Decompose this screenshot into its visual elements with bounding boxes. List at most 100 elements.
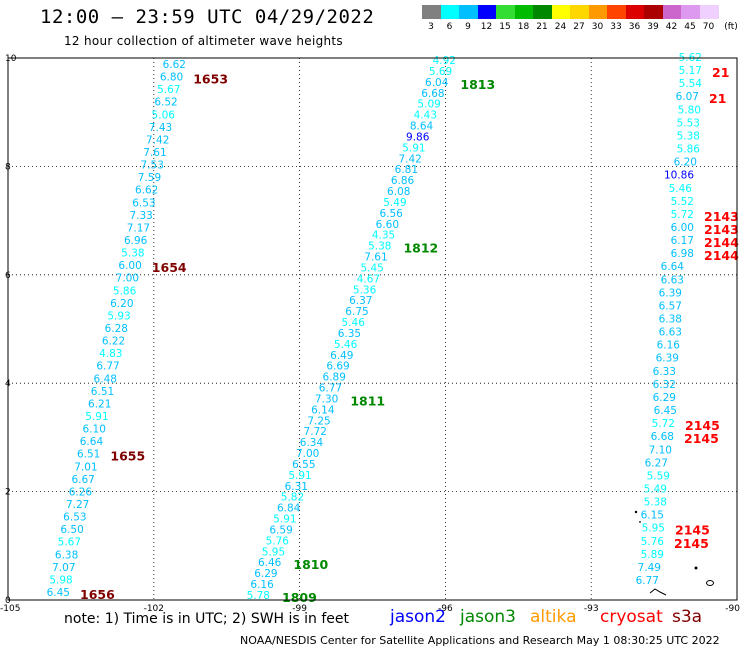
- wave-height-value: 5.06: [152, 109, 176, 121]
- wave-height-value: 5.98: [49, 574, 72, 586]
- colorbar-swatch: [699, 5, 719, 19]
- wave-height-value: 7.10: [649, 444, 672, 456]
- wave-height-value: 5.67: [58, 537, 81, 549]
- pass-time-label: 1812: [403, 241, 438, 256]
- wave-height-value: 6.53: [63, 512, 86, 524]
- pass-time-label: 2144: [704, 248, 739, 263]
- wave-height-value: 5.72: [652, 418, 675, 430]
- pass-time-label: 2143: [704, 222, 739, 237]
- wave-height-value: 6.31: [285, 481, 308, 493]
- wave-height-value: 6.57: [659, 300, 682, 312]
- wave-height-value: 7.53: [141, 160, 164, 172]
- colorbar-swatch: [607, 5, 626, 19]
- wave-height-value: 6.17: [671, 235, 694, 247]
- wave-height-value: 5.38: [644, 497, 667, 509]
- wave-height-value: 5.95: [262, 546, 285, 558]
- wave-height-value: 6.62: [135, 185, 158, 197]
- pass-time-label: 1656: [80, 587, 115, 602]
- legend-s3a: s3a: [672, 607, 703, 627]
- wave-height-value: 5.49: [383, 197, 406, 209]
- wave-height-value: 6.00: [671, 222, 694, 234]
- legend-jason2: jason2: [390, 607, 446, 627]
- colorbar-swatch: [588, 5, 608, 19]
- wave-height-value: 6.35: [338, 328, 361, 340]
- wave-height-value: 5.76: [266, 535, 290, 547]
- colorbar-swatch: [422, 5, 441, 19]
- colorbar-label: 36: [628, 22, 641, 32]
- wave-height-value: 6.32: [653, 379, 676, 391]
- wave-height-value: 8.64: [410, 121, 434, 133]
- wave-height-value: 4.35: [372, 230, 395, 242]
- wave-height-value: 6.51: [91, 386, 114, 398]
- wave-height-value: 6.67: [71, 474, 94, 486]
- lat-tick-label: 0: [5, 596, 11, 606]
- colorbar-label: 27: [573, 22, 585, 32]
- wave-height-value: 6.68: [651, 431, 674, 443]
- wave-height-value: 6.39: [659, 287, 682, 299]
- colorbar-swatch: [477, 5, 497, 19]
- wave-height-value: 6.34: [300, 437, 324, 449]
- colorbar-swatch: [440, 5, 460, 19]
- pass-time-label: 2145: [674, 536, 709, 551]
- colorbar-label: 70: [702, 22, 715, 32]
- wave-height-value: 7.17: [127, 222, 150, 234]
- wave-height-value: 6.45: [654, 405, 677, 417]
- map-title: 12:00 — 23:59 UTC 04/29/2022: [40, 6, 375, 28]
- wave-height-value: 4.43: [414, 110, 437, 122]
- wave-height-value: 6.39: [656, 353, 679, 365]
- colorbar-unit: (ft): [724, 22, 738, 32]
- island-mark: [639, 521, 641, 523]
- wave-height-value: 6.64: [661, 261, 685, 273]
- wave-height-value: 6.63: [661, 274, 684, 286]
- pass-time-label: 2143: [704, 209, 739, 224]
- wave-height-value: 6.26: [69, 486, 93, 498]
- wave-height-value: 6.15: [641, 510, 664, 522]
- wave-height-value: 6.60: [376, 219, 399, 231]
- colorbar-swatch: [644, 5, 663, 19]
- wave-height-value: 6.56: [379, 208, 403, 220]
- wave-height-value: 7.72: [304, 426, 327, 438]
- wave-height-value: 6.16: [250, 579, 274, 591]
- pass-time-label: 21: [709, 91, 726, 106]
- pass-time-label: 1810: [293, 557, 328, 572]
- wave-height-value: 6.77: [319, 383, 342, 395]
- pass-time-label: 1654: [152, 260, 187, 275]
- wave-height-value: 6.21: [88, 398, 111, 410]
- colorbar-label: 18: [517, 22, 530, 32]
- wave-height-value: 6.68: [421, 88, 444, 100]
- wave-height-value: 6.38: [55, 549, 78, 561]
- map-subtitle: 12 hour collection of altimeter wave hei…: [64, 34, 343, 48]
- lon-tick-label: -105: [0, 604, 20, 614]
- pass-time-label: 1655: [110, 449, 145, 464]
- lon-tick-label: -96: [438, 604, 453, 614]
- lon-tick-label: -102: [144, 604, 164, 614]
- pass-time-label: 2145: [675, 523, 710, 538]
- wave-height-value: 6.00: [118, 260, 141, 272]
- wave-height-value: 5.53: [677, 117, 700, 129]
- wave-height-value: 5.38: [677, 130, 700, 142]
- wave-height-value: 7.25: [307, 415, 330, 427]
- wave-height-value: 6.62: [163, 59, 186, 71]
- wave-height-value: 7.00: [116, 273, 139, 285]
- wave-height-value: 5.80: [678, 104, 701, 116]
- colorbar-label: 12: [480, 22, 493, 32]
- lon-tick-label: -90: [725, 604, 740, 614]
- wave-height-value: 5.38: [368, 241, 391, 253]
- wave-height-value: 7.42: [146, 134, 169, 146]
- pass-time-label: 2144: [704, 235, 739, 250]
- wave-height-value: 4.83: [99, 348, 122, 360]
- wave-height-value: 6.07: [676, 91, 699, 103]
- wave-height-value: 5.52: [671, 196, 694, 208]
- wave-height-value: 6.14: [311, 404, 335, 416]
- wave-height-value: 5.91: [288, 470, 311, 482]
- wave-height-value: 6.28: [105, 323, 128, 335]
- legend-altika: altika: [530, 607, 577, 627]
- colorbar-swatch: [496, 5, 515, 19]
- colorbar-swatch: [625, 5, 645, 19]
- wave-height-value: 6.08: [387, 186, 410, 198]
- wave-height-value: 6.63: [659, 327, 682, 339]
- colorbar-label: 39: [647, 22, 659, 32]
- wave-height-value: 10.86: [664, 170, 694, 182]
- wave-height-value: 6.27: [645, 457, 668, 469]
- colorbar-swatch: [570, 5, 589, 19]
